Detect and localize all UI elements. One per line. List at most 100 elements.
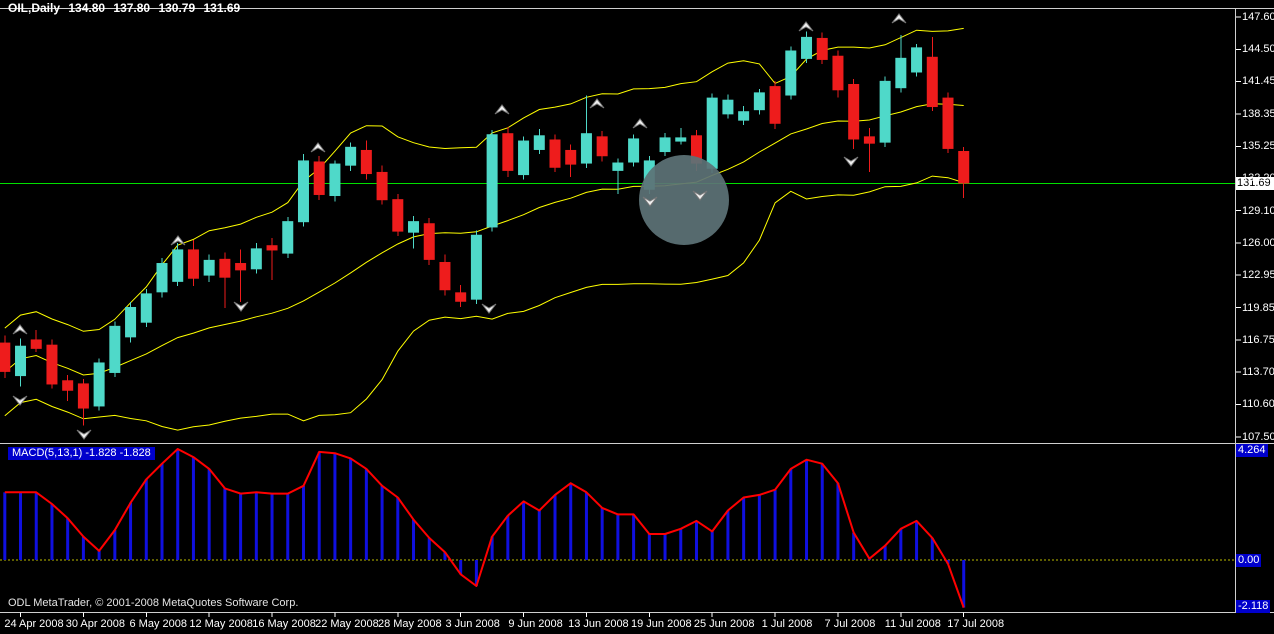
candle bbox=[675, 137, 687, 142]
macd-histogram-bar bbox=[349, 458, 353, 560]
candle bbox=[785, 50, 797, 96]
ohlc-open: 134.80 bbox=[68, 1, 106, 15]
macd-histogram-bar bbox=[129, 502, 133, 560]
macd-histogram-bar bbox=[286, 493, 290, 560]
macd-histogram-bar bbox=[3, 492, 7, 560]
price-axis-label: 113.70 bbox=[1242, 365, 1274, 378]
candle bbox=[0, 342, 11, 372]
macd-axis-badge: 0.00 bbox=[1236, 553, 1262, 567]
candle bbox=[439, 261, 451, 291]
macd-histogram-bar bbox=[412, 519, 416, 560]
macd-histogram-bar bbox=[726, 510, 730, 560]
candle bbox=[282, 221, 294, 254]
arrow-down-icon bbox=[233, 301, 249, 312]
candle bbox=[549, 139, 561, 168]
candle bbox=[470, 234, 482, 300]
macd-axis-badge: -2.118 bbox=[1236, 600, 1271, 613]
price-axis-label: 129.10 bbox=[1242, 204, 1274, 217]
macd-histogram-bar bbox=[301, 485, 305, 560]
date-axis-label: 30 Apr 2008 bbox=[65, 618, 126, 630]
macd-histogram-bar bbox=[364, 468, 368, 560]
candle bbox=[753, 92, 765, 111]
candle bbox=[250, 248, 262, 270]
candle bbox=[722, 99, 734, 115]
macd-axis-badge: 4.264 bbox=[1236, 444, 1268, 457]
macd-histogram-bar bbox=[223, 488, 227, 560]
macd-histogram-bar bbox=[176, 448, 180, 560]
candle bbox=[455, 292, 467, 302]
macd-histogram-bar bbox=[883, 545, 887, 560]
candle bbox=[502, 133, 514, 171]
macd-histogram-bar bbox=[459, 560, 463, 575]
macd-histogram-bar bbox=[679, 528, 683, 560]
ohlc-low: 130.79 bbox=[158, 1, 196, 15]
arrow-up-icon bbox=[12, 324, 28, 335]
candle bbox=[926, 56, 938, 108]
macd-histogram-bar bbox=[569, 483, 573, 560]
candle bbox=[596, 136, 608, 157]
candle bbox=[125, 306, 137, 338]
candle bbox=[706, 97, 718, 169]
candle bbox=[93, 362, 105, 407]
macd-histogram-bar bbox=[317, 451, 321, 560]
macd-histogram-bar bbox=[757, 494, 761, 560]
candle bbox=[533, 135, 545, 150]
candle bbox=[879, 80, 891, 143]
macd-histogram-bar bbox=[50, 504, 54, 560]
arrow-down-icon bbox=[843, 156, 859, 167]
candle bbox=[30, 339, 42, 349]
arrow-down-icon bbox=[76, 429, 92, 440]
macd-histogram-bar bbox=[584, 492, 588, 560]
candle bbox=[360, 149, 372, 175]
macd-histogram-bar bbox=[160, 463, 164, 560]
macd-histogram-bar bbox=[836, 483, 840, 560]
price-axis-label: 147.60 bbox=[1242, 11, 1274, 23]
macd-histogram-bar bbox=[490, 536, 494, 560]
price-axis-label: 144.50 bbox=[1242, 43, 1274, 56]
candle bbox=[958, 151, 970, 184]
macd-histogram-bar bbox=[805, 459, 809, 560]
arrow-up-icon bbox=[170, 235, 186, 246]
macd-histogram-bar bbox=[962, 560, 966, 608]
candle bbox=[565, 149, 577, 165]
price-axis-label: 119.85 bbox=[1242, 301, 1274, 314]
macd-histogram-bar bbox=[19, 492, 23, 560]
date-axis-label: 17 Jul 2008 bbox=[947, 618, 1005, 630]
macd-histogram-bar bbox=[34, 492, 38, 560]
candle bbox=[345, 146, 357, 166]
candle bbox=[329, 163, 341, 197]
candle bbox=[801, 36, 813, 59]
macd-histogram-bar bbox=[66, 518, 70, 560]
macd-histogram-bar bbox=[191, 457, 195, 560]
macd-histogram-bar bbox=[380, 485, 384, 560]
candle bbox=[911, 47, 923, 73]
current-price-badge: 131.69 bbox=[1236, 177, 1274, 191]
date-axis-label: 16 May 2008 bbox=[252, 618, 316, 630]
date-axis-label: 25 Jun 2008 bbox=[693, 618, 755, 630]
macd-indicator-label: MACD(5,13,1) -1.828 -1.828 bbox=[8, 447, 155, 460]
macd-histogram-bar bbox=[443, 552, 447, 560]
price-axis-label: 135.25 bbox=[1242, 140, 1274, 153]
macd-histogram-bar bbox=[396, 497, 400, 560]
chart-title: OIL,Daily 134.80 137.80 130.79 131.69 bbox=[8, 1, 245, 15]
date-axis-label: 12 May 2008 bbox=[189, 618, 253, 630]
macd-histogram-bar bbox=[820, 463, 824, 560]
candle bbox=[109, 325, 121, 373]
date-axis-label: 7 Jul 2008 bbox=[824, 618, 876, 630]
candle bbox=[156, 263, 168, 293]
candle bbox=[172, 249, 184, 282]
candle bbox=[219, 258, 231, 278]
candle bbox=[15, 345, 27, 377]
price-axis-label: 138.35 bbox=[1242, 107, 1274, 120]
candle bbox=[266, 245, 278, 251]
candle bbox=[187, 249, 199, 279]
candle bbox=[486, 134, 498, 228]
candle bbox=[942, 97, 954, 149]
macd-histogram-bar bbox=[333, 453, 337, 560]
date-axis-label: 9 Jun 2008 bbox=[508, 618, 563, 630]
candle bbox=[297, 160, 309, 223]
macd-histogram-bar bbox=[81, 536, 85, 560]
macd-histogram-bar bbox=[616, 514, 620, 560]
candle bbox=[77, 383, 89, 409]
